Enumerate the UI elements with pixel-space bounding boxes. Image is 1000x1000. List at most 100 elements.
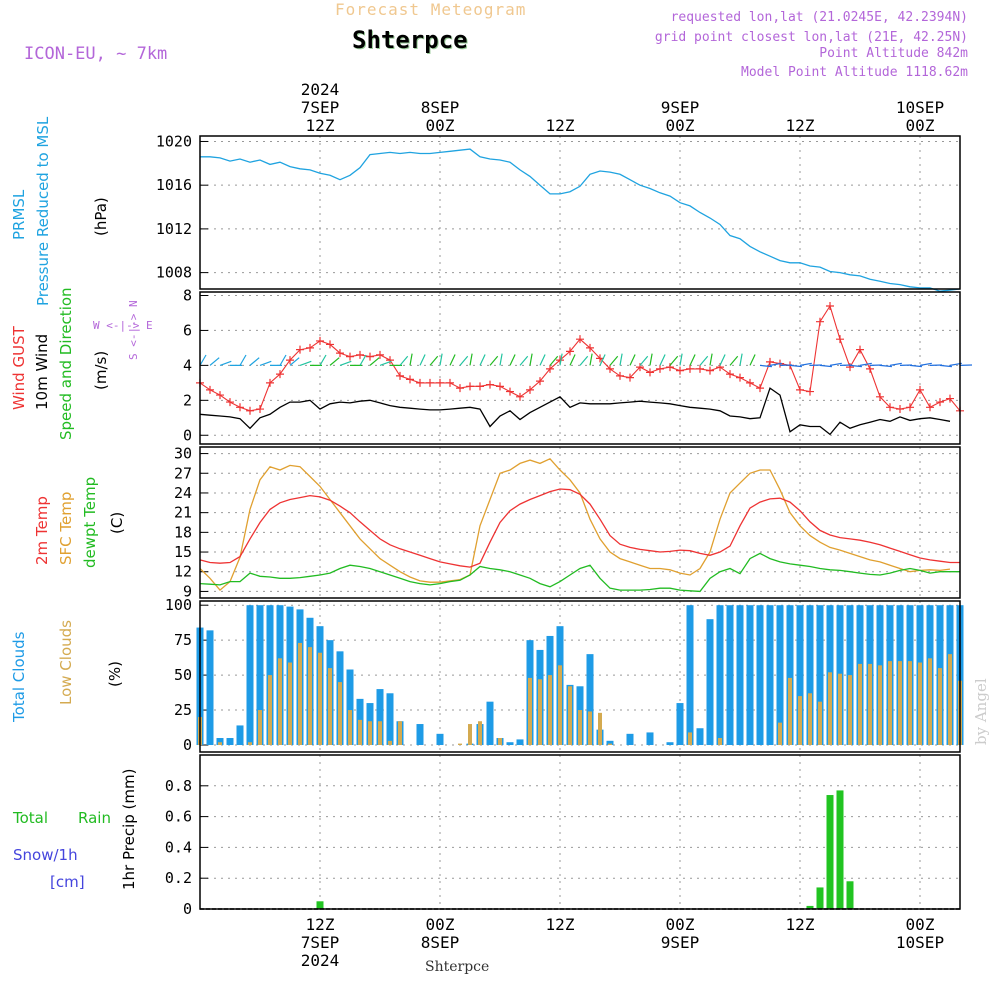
rain-bar — [816, 887, 824, 909]
y-tick-label: 1016 — [156, 176, 192, 194]
gust-marker — [426, 378, 434, 387]
panel-frame — [199, 446, 961, 599]
total-cloud-bar — [246, 605, 254, 746]
total-cloud-bar — [606, 740, 614, 746]
y-tick-label: 75 — [174, 631, 192, 649]
gust-marker — [816, 317, 824, 326]
label-total-clouds: Total Clouds — [10, 631, 28, 722]
wind-direction-arrow — [879, 364, 892, 368]
gust-marker — [886, 403, 894, 412]
gust-marker — [286, 356, 294, 365]
wind-direction-arrow — [679, 353, 683, 366]
wind-direction-arrow — [449, 354, 456, 366]
wind-direction-arrow — [789, 364, 802, 368]
prmsl-line — [200, 148, 961, 292]
time-label-bottom: 00Z — [426, 915, 455, 934]
low-cloud-bar — [248, 742, 252, 746]
y-tick-label: 21 — [174, 504, 192, 522]
gust-marker — [416, 378, 424, 387]
wind-direction-arrow — [219, 360, 232, 366]
gust-marker — [246, 406, 254, 415]
time-label-bottom: 12Z — [786, 915, 815, 934]
low-cloud-bar — [218, 742, 222, 746]
gust-marker — [486, 380, 494, 389]
total-cloud-bar — [226, 738, 234, 746]
low-cloud-bar — [378, 721, 382, 746]
low-cloud-bar — [948, 654, 952, 746]
wind-gust-line — [199, 304, 961, 412]
wind-direction-arrow — [739, 353, 743, 366]
y-tick-label: 9 — [183, 582, 192, 600]
gust-marker — [656, 364, 664, 373]
model-altitude: Model Point Altitude 1118.62m — [741, 65, 968, 80]
low-cloud-bar — [568, 686, 572, 746]
low-cloud-bar — [278, 658, 282, 746]
wind-direction-arrow — [719, 354, 726, 366]
wind-direction-arrow — [909, 364, 922, 368]
t2m-line — [199, 488, 960, 568]
low-cloud-bar — [548, 675, 552, 746]
total-cloud-bar — [676, 703, 684, 746]
total-cloud-bar — [626, 733, 634, 746]
gust-marker — [806, 387, 814, 396]
total-cloud-bar — [706, 619, 714, 746]
gust-marker — [576, 335, 584, 344]
low-cloud-bar — [338, 682, 342, 746]
total-cloud-bar — [816, 605, 824, 746]
y-tick-label: 0.2 — [165, 869, 192, 887]
y-tick-label: 8 — [183, 286, 192, 304]
low-cloud-bar — [928, 658, 932, 746]
label-speed-dir: Speed and Direction — [57, 287, 75, 440]
low-cloud-bar — [498, 738, 502, 746]
gust-marker — [846, 363, 854, 372]
gust-marker — [506, 387, 514, 396]
y-tick-label: 0.6 — [165, 808, 192, 826]
low-cloud-bar — [858, 663, 862, 746]
low-cloud-bar — [798, 696, 802, 746]
total-cloud-bar — [716, 605, 724, 746]
time-label-bottom: 7SEP — [301, 933, 340, 952]
y-tick-label: 2 — [183, 391, 192, 409]
rain-bar — [806, 905, 814, 909]
y-tick-label: 15 — [174, 543, 192, 561]
wind-direction-arrow — [829, 362, 842, 366]
rain-bar — [836, 790, 844, 909]
gust-marker — [836, 335, 844, 344]
gust-marker — [746, 378, 754, 387]
low-cloud-bar — [478, 721, 482, 746]
gust-marker — [366, 352, 374, 361]
low-cloud-bar — [918, 662, 922, 746]
model-label: ICON-EU, ~ 7km — [24, 44, 168, 64]
gust-marker — [796, 385, 804, 394]
gust-marker — [306, 343, 314, 352]
low-cloud-bar — [808, 693, 812, 746]
total-cloud-bar — [416, 724, 424, 746]
wind-direction-arrow — [849, 364, 862, 368]
panel-frame — [199, 291, 961, 445]
wind-direction-arrow — [639, 355, 649, 366]
gust-marker — [676, 366, 684, 375]
time-label-top: 12Z — [786, 116, 815, 135]
label-dewpt-temp: dewpt Temp — [81, 476, 99, 568]
y-tick-label: 0 — [183, 426, 192, 444]
total-cloud-bar — [666, 742, 674, 746]
sfc-temp-line — [199, 458, 951, 592]
wind-direction-arrow — [649, 353, 653, 366]
total-cloud-bar — [756, 605, 764, 746]
time-label-top: 7SEP — [301, 98, 340, 117]
time-label-top: 12Z — [546, 116, 575, 135]
rain-bar — [846, 881, 854, 909]
label-ms: (m/s) — [92, 350, 110, 390]
low-cloud-bar — [398, 721, 402, 746]
wind-direction-arrow — [239, 354, 247, 366]
wind-direction-arrow — [889, 362, 902, 366]
gust-marker — [606, 364, 614, 373]
wind-direction-arrow — [329, 357, 340, 366]
wind-direction-arrow — [369, 357, 380, 366]
panel-frame — [199, 754, 961, 910]
wind-direction-arrow — [359, 354, 367, 366]
label-2m-temp: 2m Temp — [33, 496, 51, 565]
wind-direction-arrow — [419, 354, 426, 366]
gust-marker — [646, 368, 654, 377]
low-cloud-bar — [328, 668, 332, 746]
